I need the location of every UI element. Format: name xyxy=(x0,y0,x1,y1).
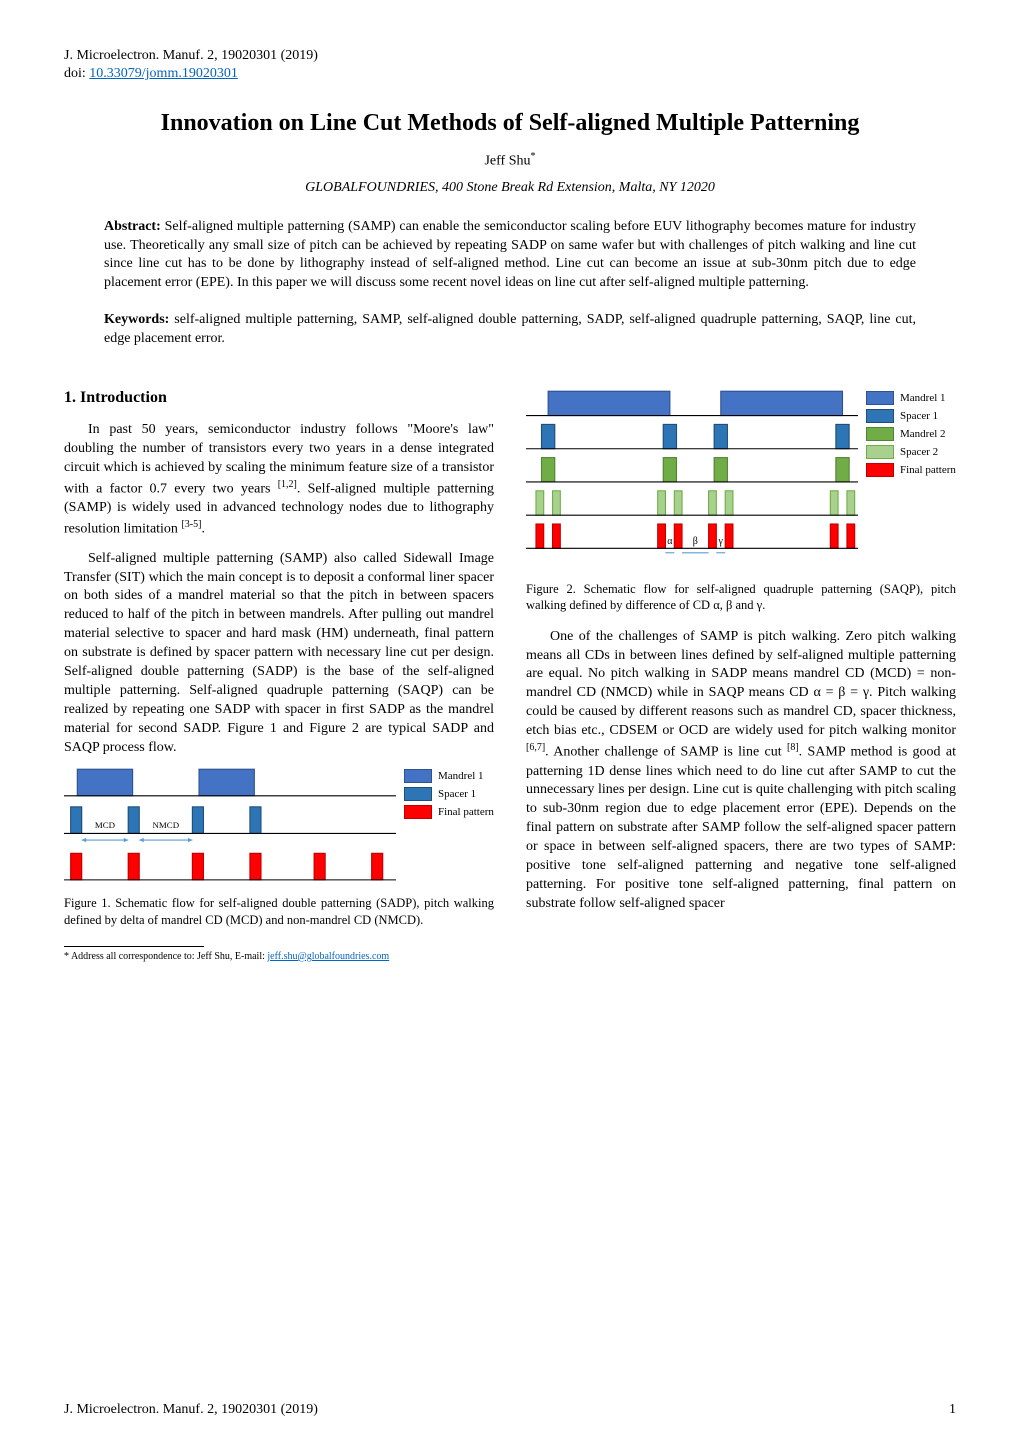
author-line: Jeff Shu* xyxy=(64,151,956,170)
legend2-label-spacer1: Spacer 1 xyxy=(900,410,938,422)
footnote-email-link[interactable]: jeff.shu@globalfoundries.com xyxy=(267,951,389,962)
swatch-spacer1 xyxy=(404,787,432,801)
figure-2-svg: α β γ xyxy=(526,389,858,577)
nmcd-label: NMCD xyxy=(153,820,180,830)
fig2-row5: α β γ xyxy=(526,524,858,553)
legend2-label-spacer2: Spacer 2 xyxy=(900,446,938,458)
figure-1-svg: MCD NMCD xyxy=(64,767,396,891)
legend2-mandrel1: Mandrel 1 xyxy=(866,391,956,405)
intro-para-2: Self-aligned multiple patterning (SAMP) … xyxy=(64,550,494,758)
swatch2-spacer1 xyxy=(866,409,894,423)
footnote-text: Address all correspondence to: Jeff Shu,… xyxy=(69,951,267,962)
mcd-label: MCD xyxy=(95,820,116,830)
legend2-label-mandrel1: Mandrel 1 xyxy=(900,392,946,404)
two-column-layout: 1. Introduction In past 50 years, semico… xyxy=(64,389,956,962)
footer-left: J. Microelectron. Manuf. 2, 19020301 (20… xyxy=(64,1402,318,1418)
citation-6-7: [6,7] xyxy=(526,742,545,753)
figure-2: α β γ Mandrel 1 Spacer 1 xyxy=(526,389,956,614)
fig2-row1 xyxy=(526,391,858,415)
journal-reference: J. Microelectron. Manuf. 2, 19020301 (20… xyxy=(64,48,956,64)
swatch-final xyxy=(404,805,432,819)
figure-1: MCD NMCD xyxy=(64,767,494,927)
keywords-text: self-aligned multiple patterning, SAMP, … xyxy=(104,312,916,346)
citation-8: [8] xyxy=(787,742,799,753)
rp1b: . Another challenge of SAMP is line cut xyxy=(545,745,787,760)
swatch2-final xyxy=(866,463,894,477)
legend2-label-final: Final pattern xyxy=(900,464,956,476)
legend2-final: Final pattern xyxy=(866,463,956,477)
legend2-spacer2: Spacer 2 xyxy=(866,445,956,459)
article-title: Innovation on Line Cut Methods of Self-a… xyxy=(64,110,956,137)
keywords-label: Keywords: xyxy=(104,312,169,327)
fig1-row1 xyxy=(64,770,396,797)
legend2-spacer1: Spacer 1 xyxy=(866,409,956,423)
legend-final: Final pattern xyxy=(404,805,494,819)
rp1c: . SAMP method is good at patterning 1D d… xyxy=(526,745,956,911)
author-name: Jeff Shu xyxy=(484,154,530,169)
rp1a: One of the challenges of SAMP is pitch w… xyxy=(526,629,956,738)
legend2-mandrel2: Mandrel 2 xyxy=(866,427,956,441)
para1c: . xyxy=(201,522,205,537)
right-column: α β γ Mandrel 1 Spacer 1 xyxy=(526,389,956,962)
figure-2-caption: Figure 2. Schematic flow for self-aligne… xyxy=(526,581,956,614)
affiliation: GLOBALFOUNDRIES, 400 Stone Break Rd Exte… xyxy=(64,180,956,196)
section-heading: 1. Introduction xyxy=(64,389,494,407)
left-column: 1. Introduction In past 50 years, semico… xyxy=(64,389,494,962)
footer-page-number: 1 xyxy=(949,1402,956,1418)
doi-line: doi: 10.33079/jomm.19020301 xyxy=(64,66,956,82)
citation-3-5: [3-5] xyxy=(181,519,201,530)
legend2-label-mandrel2: Mandrel 2 xyxy=(900,428,946,440)
alpha-label: α xyxy=(667,536,672,547)
beta-label: β xyxy=(693,536,698,547)
swatch2-mandrel2 xyxy=(866,427,894,441)
doi-prefix: doi: xyxy=(64,66,89,81)
abstract-text: Self-aligned multiple patterning (SAMP) … xyxy=(104,219,916,291)
fig1-row3 xyxy=(64,854,396,881)
intro-para-1: In past 50 years, semiconductor industry… xyxy=(64,421,494,540)
fig2-row4 xyxy=(526,491,858,515)
author-sup: * xyxy=(531,151,536,162)
legend-label-spacer1: Spacer 1 xyxy=(438,788,476,800)
legend-label-final: Final pattern xyxy=(438,806,494,818)
legend-label-mandrel1: Mandrel 1 xyxy=(438,770,484,782)
swatch2-spacer2 xyxy=(866,445,894,459)
fig2-row2 xyxy=(526,424,858,448)
doi-link[interactable]: 10.33079/jomm.19020301 xyxy=(89,66,238,81)
swatch-mandrel1 xyxy=(404,769,432,783)
swatch2-mandrel1 xyxy=(866,391,894,405)
legend-mandrel1: Mandrel 1 xyxy=(404,769,494,783)
keywords-block: Keywords: self-aligned multiple patterni… xyxy=(104,311,916,349)
abstract-block: Abstract: Self-aligned multiple patterni… xyxy=(104,218,916,294)
figure-1-legend: Mandrel 1 Spacer 1 Final pattern xyxy=(404,767,494,823)
legend-spacer1: Spacer 1 xyxy=(404,787,494,801)
figure-1-caption: Figure 1. Schematic flow for self-aligne… xyxy=(64,895,494,928)
fig2-row3 xyxy=(526,458,858,482)
footnote-rule xyxy=(64,946,204,947)
footnote: * Address all correspondence to: Jeff Sh… xyxy=(64,951,494,962)
right-para-1: One of the challenges of SAMP is pitch w… xyxy=(526,628,956,914)
fig1-row2: MCD NMCD xyxy=(64,807,396,842)
gamma-label: γ xyxy=(718,536,724,547)
figure-2-legend: Mandrel 1 Spacer 1 Mandrel 2 Spacer 2 xyxy=(866,389,956,481)
page-footer: J. Microelectron. Manuf. 2, 19020301 (20… xyxy=(64,1402,956,1418)
citation-1-2: [1,2] xyxy=(278,479,297,490)
abstract-label: Abstract: xyxy=(104,219,161,234)
